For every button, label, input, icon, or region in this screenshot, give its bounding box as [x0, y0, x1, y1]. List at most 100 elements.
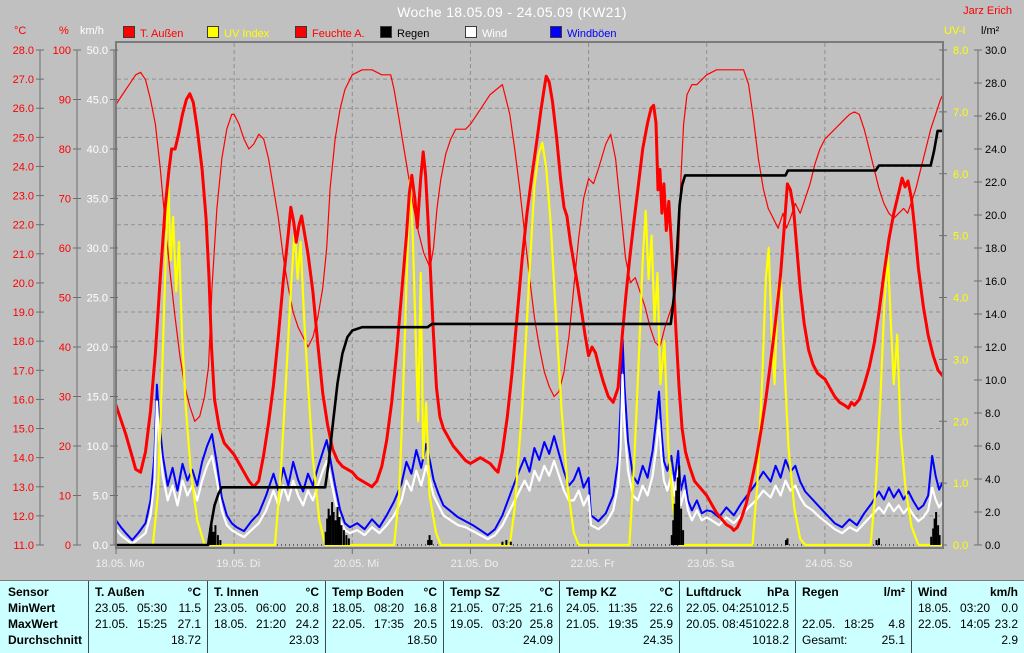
svg-text:26.0: 26.0 — [985, 111, 1006, 123]
svg-text:17.0: 17.0 — [13, 365, 34, 377]
sensor-unit: l/m² — [883, 585, 905, 599]
max-date: 22.05. — [918, 617, 952, 631]
svg-text:5.0: 5.0 — [93, 491, 108, 503]
axis-unit-celsius: °C — [14, 25, 27, 37]
svg-text:50: 50 — [59, 293, 71, 305]
sensor-header: T. Innen °C — [208, 584, 325, 600]
max-time: 15:25 — [137, 617, 168, 631]
svg-text:40.0: 40.0 — [87, 144, 108, 156]
legend-item-label: Regen — [397, 28, 430, 40]
max-value: 24.2 — [295, 617, 319, 631]
svg-text:10: 10 — [59, 491, 71, 503]
legend-color-chip — [295, 26, 307, 38]
svg-text:28.0: 28.0 — [985, 78, 1006, 90]
svg-text:4.0: 4.0 — [953, 293, 968, 305]
max-date: 18.05. — [214, 617, 248, 631]
svg-text:28.0: 28.0 — [13, 45, 34, 57]
axis-unit-percent: % — [59, 25, 69, 37]
weather-chart-canvas: 28.0 27.0 26.0 25.0 24.0 23.0 22.0 21.0 20.0 19.0… — [13, 41, 1006, 570]
min-time: 06:00 — [256, 601, 287, 615]
min-time: 03:20 — [960, 601, 991, 615]
svg-text:2.0: 2.0 — [953, 416, 968, 428]
avg-row: Gesamt: 25.1 — [796, 632, 911, 648]
svg-text:0.0: 0.0 — [985, 540, 1000, 552]
sensor-name: Temp KZ — [566, 585, 617, 599]
svg-text:6.0: 6.0 — [953, 169, 968, 181]
sensor-header: Temp KZ °C — [560, 584, 679, 600]
max-time: 03:20 — [492, 617, 523, 631]
svg-text:26.0: 26.0 — [13, 103, 34, 115]
svg-text:18.0: 18.0 — [985, 243, 1006, 255]
max-row: 19.05. 03:20 25.8 — [444, 616, 559, 632]
svg-text:20.0: 20.0 — [87, 342, 108, 354]
legend-item-2: UV Index — [207, 26, 269, 40]
svg-text:27.0: 27.0 — [13, 74, 34, 86]
table-column-temp-sz: Temp SZ °C 21.05. 07:25 21.6 19.05. 03:20 25.8 2… — [443, 581, 559, 653]
avg-row: 18.50 — [326, 632, 443, 648]
min-date: 23.05. — [214, 601, 248, 615]
table-row-label: MinWert — [8, 601, 56, 615]
svg-text:16.0: 16.0 — [985, 276, 1006, 288]
max-row: 22.05. 17:35 20.5 — [326, 616, 443, 632]
svg-text:40: 40 — [59, 342, 71, 354]
svg-text:0.0: 0.0 — [953, 540, 968, 552]
svg-text:20: 20 — [59, 441, 71, 453]
max-value: 23.2 — [994, 617, 1018, 631]
avg-value: 23.03 — [288, 633, 319, 647]
max-row: 21.05. 15:25 27.1 — [89, 616, 207, 632]
svg-text:45.0: 45.0 — [87, 95, 108, 107]
table-label-column: Sensor MinWert MaxWert Durchschnitt — [0, 581, 88, 653]
avg-label: Gesamt: — [802, 633, 848, 647]
legend-item-6: Windböen — [550, 26, 617, 40]
author-name: Jarz Erich — [963, 5, 1012, 17]
max-time: 19:35 — [608, 617, 639, 631]
svg-text:4.0: 4.0 — [985, 474, 1000, 486]
svg-text:20.0: 20.0 — [13, 278, 34, 290]
table-column-temp-boden: Temp Boden °C 18.05. 08:20 16.8 22.05. 17:35 20… — [325, 581, 443, 653]
svg-text:12.0: 12.0 — [985, 342, 1006, 354]
svg-text:21.0: 21.0 — [13, 249, 34, 261]
max-time: 17:35 — [374, 617, 405, 631]
svg-text:24.0: 24.0 — [13, 161, 34, 173]
max-date: 20.05. — [686, 617, 720, 631]
min-row: 18.05. 08:20 16.8 — [326, 600, 443, 616]
avg-row: 1018.2 — [680, 632, 795, 648]
max-value: 27.1 — [177, 617, 201, 631]
max-value: 1022.8 — [752, 617, 789, 631]
legend-color-chip — [123, 26, 135, 38]
svg-text:24.05. So: 24.05. So — [805, 558, 852, 570]
svg-text:10.0: 10.0 — [985, 375, 1006, 387]
svg-text:12.0: 12.0 — [13, 511, 34, 523]
svg-text:18.0: 18.0 — [13, 336, 34, 348]
sensor-name: Regen — [802, 585, 839, 599]
sensor-unit: °C — [305, 585, 319, 599]
svg-text:19.0: 19.0 — [13, 307, 34, 319]
table-row-label: Sensor — [8, 585, 49, 599]
legend-color-chip — [380, 26, 392, 38]
legend-color-chip — [207, 26, 219, 38]
sensor-unit: °C — [659, 585, 673, 599]
max-time: 14:05 — [960, 617, 991, 631]
svg-text:22.05. Fr: 22.05. Fr — [571, 558, 615, 570]
min-value: 21.6 — [529, 601, 553, 615]
min-time: 05:30 — [137, 601, 168, 615]
avg-row: 18.72 — [89, 632, 207, 648]
avg-row: 24.35 — [560, 632, 679, 648]
min-date: 21.05. — [450, 601, 484, 615]
sensor-header: Temp Boden °C — [326, 584, 443, 600]
svg-text:22.0: 22.0 — [13, 220, 34, 232]
min-row: 21.05. 07:25 21.6 — [444, 600, 559, 616]
min-value: 16.8 — [413, 601, 437, 615]
svg-text:50.0: 50.0 — [87, 45, 108, 57]
max-value: 20.5 — [413, 617, 437, 631]
svg-text:6.0: 6.0 — [985, 441, 1000, 453]
sensor-name: Temp Boden — [332, 585, 404, 599]
svg-text:23.05. Sa: 23.05. Sa — [687, 558, 735, 570]
svg-text:30: 30 — [59, 392, 71, 404]
svg-text:80: 80 — [59, 144, 71, 156]
avg-row: 2.9 — [912, 632, 1024, 648]
max-date: 22.05. — [802, 617, 836, 631]
svg-text:0: 0 — [65, 540, 71, 552]
max-row: 22.05. 14:05 23.2 — [912, 616, 1024, 632]
max-value: 25.9 — [649, 617, 673, 631]
